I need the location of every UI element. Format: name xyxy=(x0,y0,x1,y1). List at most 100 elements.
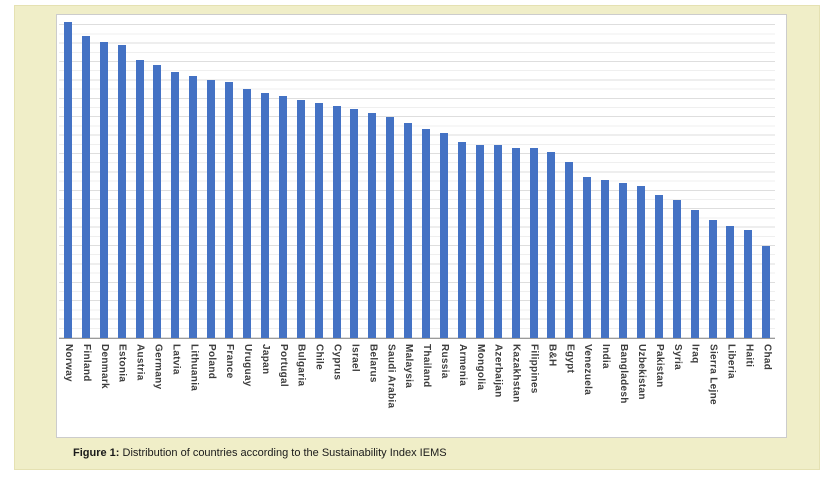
bar-column xyxy=(614,17,632,338)
x-label-cell: Uruguay xyxy=(238,344,256,438)
x-label: Belarus xyxy=(367,344,379,383)
bar-column xyxy=(471,17,489,338)
bar-kazakhstan xyxy=(511,148,520,338)
x-label-cell: Azerbaijan xyxy=(489,344,507,438)
x-label: Azerbaijan xyxy=(492,344,504,398)
bar-column xyxy=(292,17,310,338)
x-label-cell: Liberia xyxy=(722,344,740,438)
bar-armenia xyxy=(457,141,466,338)
x-label: Austria xyxy=(134,344,146,381)
bar-france xyxy=(225,82,234,338)
x-label: Saudi Arabia xyxy=(385,344,397,409)
bar-cyprus xyxy=(332,105,341,338)
x-label-cell: Kazakhstan xyxy=(507,344,525,438)
bar-column xyxy=(95,17,113,338)
x-label: Chad xyxy=(761,344,773,371)
bar-column xyxy=(131,17,149,338)
x-label: Poland xyxy=(206,344,218,380)
bar-column xyxy=(346,17,364,338)
x-label-cell: Estonia xyxy=(113,344,131,438)
bar-filippines xyxy=(529,148,538,338)
x-label: Syria xyxy=(671,344,683,370)
bar-column xyxy=(149,17,167,338)
x-label: Portugal xyxy=(277,344,289,387)
x-label-cell: Egypt xyxy=(560,344,578,438)
x-label: France xyxy=(224,344,236,379)
bar-pakistan xyxy=(654,194,663,338)
x-label: Germany xyxy=(152,344,164,390)
bar-japan xyxy=(260,92,269,338)
bar-column xyxy=(686,17,704,338)
x-label-cell: Malaysia xyxy=(399,344,417,438)
bar-portugal xyxy=(278,95,287,338)
bar-column xyxy=(381,17,399,338)
bar-iraq xyxy=(690,209,699,338)
x-label: Lithuania xyxy=(188,344,200,392)
caption-number: Figure 1: xyxy=(73,447,120,459)
x-label: Bulgaria xyxy=(295,344,307,387)
x-label-cell: Uzbekistan xyxy=(632,344,650,438)
caption-text: Distribution of countries according to t… xyxy=(119,447,447,459)
x-label-cell: Latvia xyxy=(166,344,184,438)
x-label: Malaysia xyxy=(403,344,415,389)
x-label: Liberia xyxy=(725,344,737,379)
plot-area xyxy=(59,17,775,339)
bar-uruguay xyxy=(243,89,252,338)
x-label-cell: Filippines xyxy=(525,344,543,438)
x-label-cell: Venezuela xyxy=(578,344,596,438)
bar-finland xyxy=(81,35,90,338)
x-label-cell: Russia xyxy=(435,344,453,438)
bar-column xyxy=(668,17,686,338)
bar-column xyxy=(113,17,131,338)
x-label-cell: B&H xyxy=(542,344,560,438)
bar-chad xyxy=(762,246,771,338)
bar-uzbekistan xyxy=(636,185,645,338)
x-label: Haiti xyxy=(743,344,755,368)
bar-column xyxy=(363,17,381,338)
bar-austria xyxy=(135,59,144,338)
bar-sierra-lejne xyxy=(708,219,717,338)
bar-column xyxy=(596,17,614,338)
bar-column xyxy=(59,17,77,338)
x-label: Armenia xyxy=(456,344,468,387)
bar-column xyxy=(739,17,757,338)
bar-norway xyxy=(63,22,72,338)
bar-azerbaijan xyxy=(493,144,502,338)
bar-germany xyxy=(153,64,162,338)
x-label-cell: Mongolia xyxy=(471,344,489,438)
bar-israel xyxy=(350,109,359,338)
bar-column xyxy=(274,17,292,338)
x-label: B&H xyxy=(546,344,558,367)
chart: Norway Finland Denmark Estonia Austria German… xyxy=(56,14,787,438)
bar-haiti xyxy=(744,229,753,338)
bar-syria xyxy=(672,199,681,338)
bar-column xyxy=(184,17,202,338)
x-label-cell: Belarus xyxy=(363,344,381,438)
x-label-cell: Bulgaria xyxy=(292,344,310,438)
x-label-cell: Israel xyxy=(346,344,364,438)
x-label: Cyprus xyxy=(331,344,343,381)
bar-column xyxy=(507,17,525,338)
x-label: India xyxy=(600,344,612,369)
x-label: Egypt xyxy=(564,344,576,374)
bar-column xyxy=(238,17,256,338)
x-label: Finland xyxy=(80,344,92,382)
bar-india xyxy=(601,179,610,338)
bar-column xyxy=(77,17,95,338)
x-label: Thailand xyxy=(421,344,433,388)
bar-bulgaria xyxy=(296,99,305,338)
x-label-cell: Chile xyxy=(310,344,328,438)
x-label: Russia xyxy=(438,344,450,379)
x-label: Chile xyxy=(313,344,325,370)
x-label-cell: Austria xyxy=(131,344,149,438)
x-label-cell: Chad xyxy=(757,344,775,438)
x-label: Kazakhstan xyxy=(510,344,522,403)
x-label-cell: Thailand xyxy=(417,344,435,438)
bar-latvia xyxy=(171,71,180,338)
x-label-cell: Norway xyxy=(59,344,77,438)
x-axis-labels: Norway Finland Denmark Estonia Austria German… xyxy=(59,344,775,438)
bar-belarus xyxy=(368,113,377,338)
x-label-cell: Bangladesh xyxy=(614,344,632,438)
x-label-cell: Syria xyxy=(668,344,686,438)
bar-column xyxy=(722,17,740,338)
